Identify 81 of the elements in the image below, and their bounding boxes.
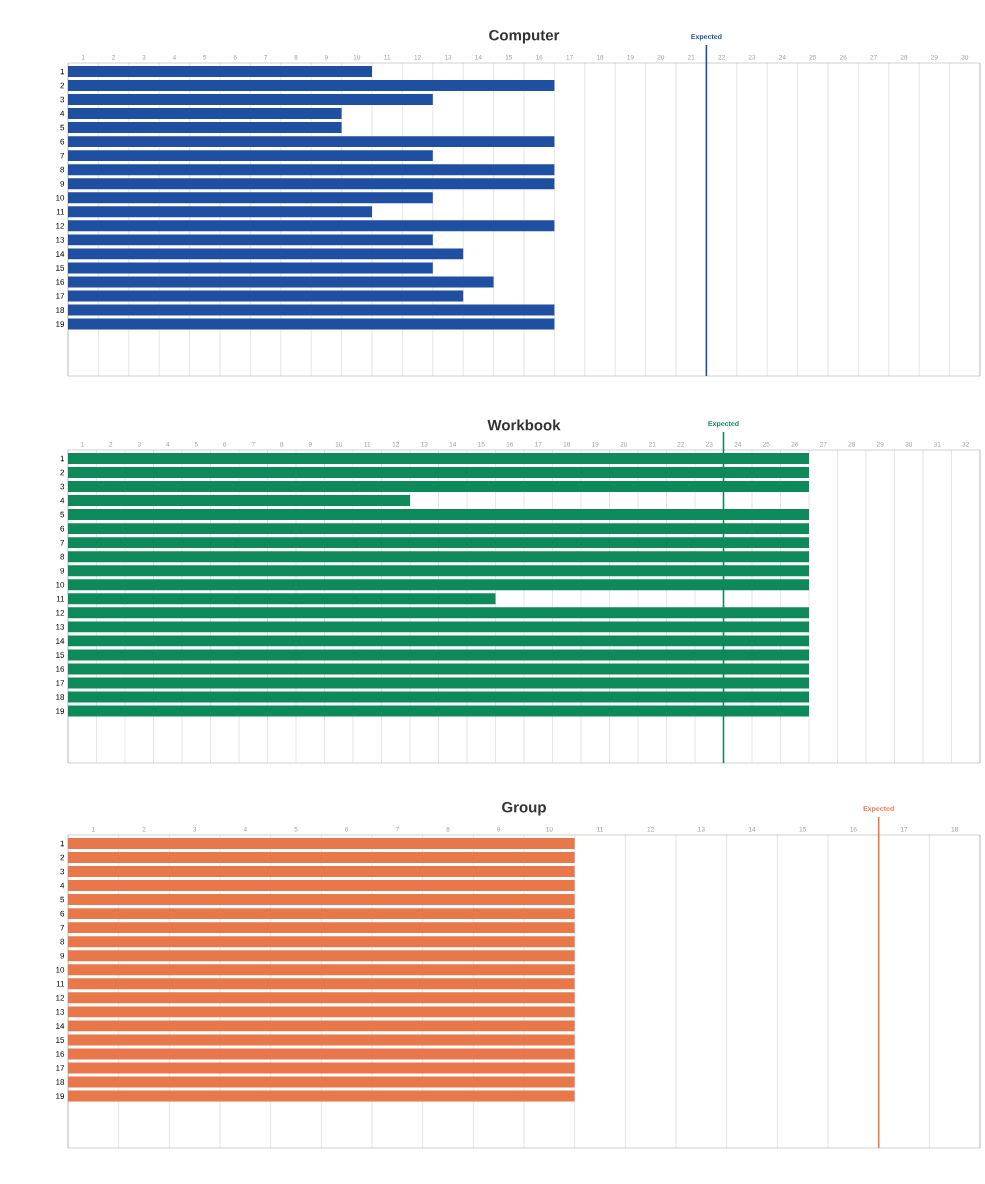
y-tick-label: 16 bbox=[56, 666, 65, 672]
y-tick-label: 5 bbox=[60, 124, 65, 131]
y-tick-label: 1 bbox=[60, 68, 65, 75]
y-tick-label: 13 bbox=[56, 237, 65, 243]
y-tick-label: 9 bbox=[60, 952, 65, 959]
y-tick-label: 17 bbox=[56, 1065, 65, 1071]
y-tick-label: 11 bbox=[56, 209, 65, 215]
y-tick-label: 5 bbox=[60, 896, 65, 903]
bar bbox=[68, 276, 494, 288]
bar bbox=[68, 164, 555, 176]
y-tick-label: 10 bbox=[56, 194, 65, 201]
y-tick-label: 1 bbox=[60, 840, 65, 847]
bar bbox=[68, 65, 372, 77]
y-tick-label: 15 bbox=[56, 265, 65, 271]
y-tick-label: 1 bbox=[60, 455, 65, 462]
bar bbox=[68, 318, 555, 330]
y-tick-label: 4 bbox=[60, 110, 65, 117]
bar bbox=[68, 150, 433, 162]
y-tick-label: 7 bbox=[60, 539, 65, 546]
y-tick-label: 4 bbox=[60, 882, 65, 889]
bar bbox=[68, 192, 433, 204]
y-tick-label: 13 bbox=[56, 624, 65, 630]
y-tick-label: 17 bbox=[56, 680, 65, 686]
bar bbox=[68, 290, 464, 302]
y-tick-label: 6 bbox=[60, 910, 65, 917]
y-tick-label: 13 bbox=[56, 1009, 65, 1015]
y-tick-label: 8 bbox=[60, 166, 65, 173]
bar bbox=[68, 122, 342, 134]
y-tick-label: 17 bbox=[56, 293, 65, 299]
y-tick-label: 18 bbox=[56, 307, 65, 313]
bar bbox=[68, 248, 464, 260]
y-tick-label: 16 bbox=[56, 1051, 65, 1057]
bar bbox=[68, 80, 555, 91]
bar bbox=[68, 178, 555, 190]
bar bbox=[68, 495, 410, 507]
y-tick-label: 19 bbox=[56, 321, 65, 327]
y-tick-label: 6 bbox=[60, 525, 65, 532]
y-tick-label: 12 bbox=[56, 610, 65, 616]
y-tick-label: 7 bbox=[60, 924, 65, 931]
y-tick-label: 2 bbox=[60, 854, 65, 861]
y-tick-label: 14 bbox=[56, 251, 65, 257]
bar bbox=[68, 108, 342, 120]
y-tick-label: 10 bbox=[56, 581, 65, 588]
y-tick-label: 3 bbox=[60, 96, 65, 103]
y-tick-label: 11 bbox=[56, 981, 65, 987]
y-tick-label: 8 bbox=[60, 938, 65, 945]
y-tick-label: 18 bbox=[56, 1079, 65, 1085]
bar bbox=[68, 234, 433, 246]
y-tick-label: 9 bbox=[60, 567, 65, 574]
y-tick-label: 3 bbox=[60, 483, 65, 490]
y-tick-label: 6 bbox=[60, 138, 65, 145]
y-tick-label: 2 bbox=[60, 82, 65, 89]
bar bbox=[68, 593, 496, 605]
y-tick-label: 19 bbox=[56, 1093, 65, 1099]
y-tick-label: 14 bbox=[56, 1023, 65, 1029]
y-tick-label: 10 bbox=[56, 966, 65, 973]
y-tick-label: 5 bbox=[60, 511, 65, 518]
chart-title: Workbook bbox=[487, 419, 561, 431]
bar bbox=[68, 304, 555, 316]
y-tick-label: 11 bbox=[56, 596, 65, 602]
chart-title: Group bbox=[502, 801, 546, 816]
bar bbox=[68, 262, 433, 274]
chart-title: Computer bbox=[489, 29, 560, 44]
y-tick-label: 19 bbox=[56, 708, 65, 714]
y-tick-label: 9 bbox=[60, 180, 65, 187]
y-tick-label: 7 bbox=[60, 152, 65, 159]
y-tick-label: 15 bbox=[56, 1037, 65, 1043]
y-tick-label: 2 bbox=[60, 469, 65, 476]
y-tick-label: 4 bbox=[60, 497, 65, 504]
y-tick-label: 12 bbox=[56, 223, 65, 229]
y-tick-label: 18 bbox=[56, 694, 65, 700]
bar bbox=[68, 206, 372, 218]
bar bbox=[68, 220, 555, 232]
y-tick-label: 3 bbox=[60, 868, 65, 875]
y-tick-label: 16 bbox=[56, 279, 65, 285]
y-tick-label: 15 bbox=[56, 652, 65, 658]
bar bbox=[68, 136, 555, 148]
y-tick-label: 12 bbox=[56, 995, 65, 1001]
y-tick-label: 14 bbox=[56, 638, 65, 644]
y-tick-label: 8 bbox=[60, 553, 65, 560]
bar bbox=[68, 94, 433, 105]
